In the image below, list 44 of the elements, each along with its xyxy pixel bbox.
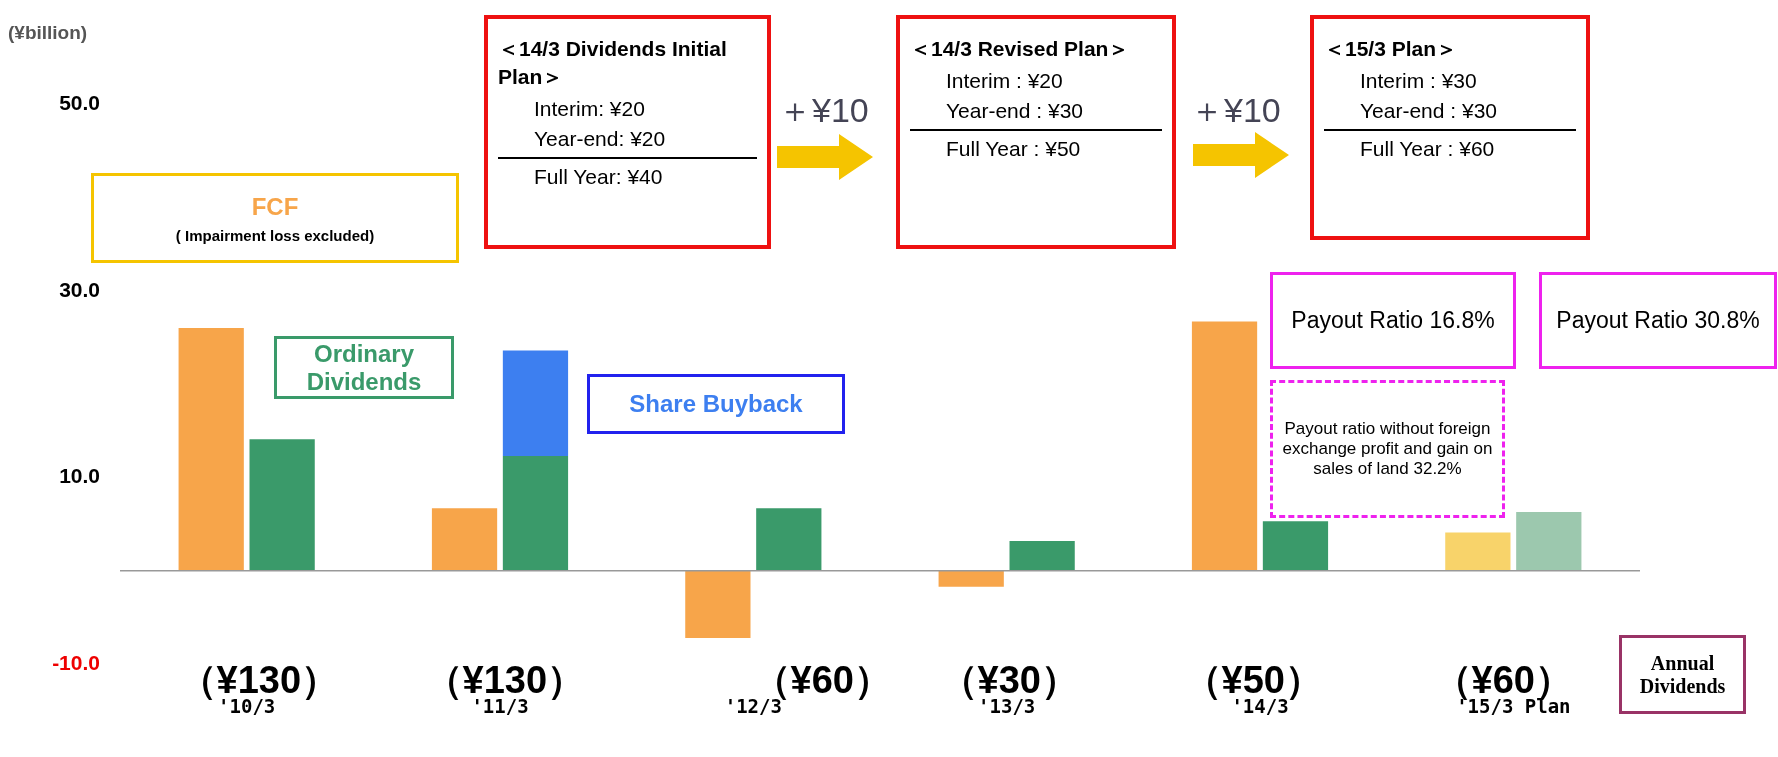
annotation: ＋¥10: [778, 90, 869, 131]
text: ＜15/3 Plan＞: [1324, 36, 1459, 62]
annotation: Annual Dividends: [1638, 651, 1727, 698]
annotation: Year-end : ¥30: [945, 99, 1084, 123]
text: Interim : ¥30: [1359, 69, 1478, 93]
bar: [178, 328, 244, 571]
text: Interim : ¥20: [945, 69, 1064, 93]
bar: [938, 570, 1004, 587]
annotation: ＋¥10: [1190, 90, 1281, 131]
bar: [756, 508, 822, 571]
bar: [502, 350, 569, 456]
text: ＜14/3 Dividends Initial Plan＞: [498, 36, 728, 90]
bar: [685, 570, 751, 639]
bar: [1191, 321, 1258, 571]
bar: [1516, 512, 1582, 571]
y-tick-label: 10.0: [59, 464, 100, 488]
bar: [249, 439, 315, 571]
bar: [1262, 521, 1329, 571]
annotation: Full Year: ¥40: [498, 157, 757, 189]
annotation: Payout ratio without foreign exchange profit and gain on sales of land 32.2%: [1281, 419, 1494, 479]
annotation: Year-end: ¥20: [533, 127, 667, 151]
annotation: Year-end : ¥30: [1359, 99, 1498, 123]
annotation: Payout Ratio 16.8%: [1291, 307, 1495, 334]
bar: [502, 455, 569, 571]
series-label: Ordinary Dividends: [277, 339, 451, 396]
text: FCF: [251, 192, 299, 221]
x-tick-label: '13/3: [978, 694, 1036, 717]
y-tick-label: 30.0: [59, 277, 100, 301]
bar: [1445, 532, 1511, 571]
x-tick-label: '10/3: [218, 694, 276, 717]
annotation: Payout Ratio 30.8%: [1556, 307, 1760, 334]
y-axis-title: (¥billion): [8, 22, 88, 44]
annotation: Full Year : ¥60: [1324, 129, 1576, 161]
annotation: Interim: ¥20: [533, 97, 646, 121]
text: Share Buyback: [629, 390, 803, 418]
text: ＜14/3 Revised Plan＞: [910, 36, 1131, 62]
annotation: ( Impairment loss excluded): [175, 226, 375, 244]
y-tick-label: -10.0: [52, 651, 100, 674]
bar: [1009, 540, 1075, 571]
bar: [431, 508, 498, 571]
x-tick-label: '11/3: [471, 694, 529, 717]
y-tick-label: 50.0: [59, 90, 100, 114]
annotation: Full Year : ¥50: [910, 129, 1162, 161]
x-tick-label: '14/3: [1231, 694, 1289, 717]
